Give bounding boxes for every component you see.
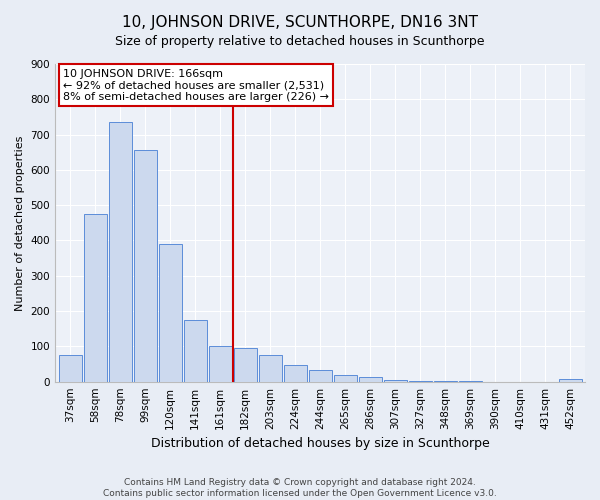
Text: 10, JOHNSON DRIVE, SCUNTHORPE, DN16 3NT: 10, JOHNSON DRIVE, SCUNTHORPE, DN16 3NT bbox=[122, 15, 478, 30]
X-axis label: Distribution of detached houses by size in Scunthorpe: Distribution of detached houses by size … bbox=[151, 437, 490, 450]
Bar bbox=[334, 376, 356, 382]
Bar bbox=[308, 370, 332, 382]
Bar bbox=[434, 381, 457, 382]
Text: Contains HM Land Registry data © Crown copyright and database right 2024.
Contai: Contains HM Land Registry data © Crown c… bbox=[103, 478, 497, 498]
Bar bbox=[209, 346, 232, 382]
Bar bbox=[259, 355, 281, 382]
Bar bbox=[158, 244, 182, 382]
Bar bbox=[134, 150, 157, 382]
Text: 10 JOHNSON DRIVE: 166sqm
← 92% of detached houses are smaller (2,531)
8% of semi: 10 JOHNSON DRIVE: 166sqm ← 92% of detach… bbox=[63, 69, 329, 102]
Bar bbox=[383, 380, 407, 382]
Bar bbox=[409, 380, 431, 382]
Bar bbox=[109, 122, 131, 382]
Y-axis label: Number of detached properties: Number of detached properties bbox=[15, 135, 25, 310]
Bar bbox=[359, 378, 382, 382]
Bar bbox=[59, 355, 82, 382]
Bar bbox=[284, 365, 307, 382]
Text: Size of property relative to detached houses in Scunthorpe: Size of property relative to detached ho… bbox=[115, 35, 485, 48]
Bar bbox=[559, 379, 581, 382]
Bar bbox=[233, 348, 257, 382]
Bar bbox=[184, 320, 206, 382]
Bar bbox=[83, 214, 107, 382]
